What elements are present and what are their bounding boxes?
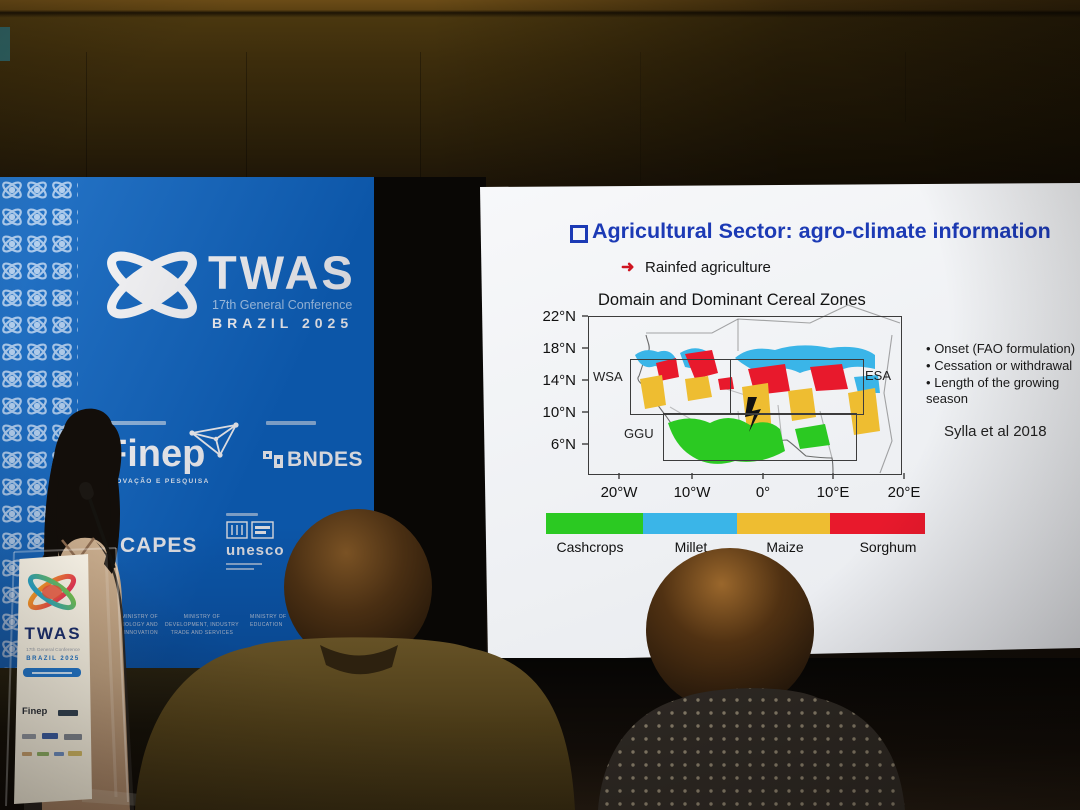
sponsor-tier-label-bar	[266, 421, 316, 425]
audience-man-1	[135, 509, 575, 810]
ministry-education: MINISTRY OF EDUCATION	[250, 613, 306, 629]
man1-jacket	[135, 637, 575, 810]
y-tick-14n: 14°N	[542, 372, 576, 389]
region-esa: ESA	[865, 368, 892, 383]
bullet-onset: • Onset (FAO formulation)	[926, 341, 1080, 357]
podium-sponsor-bar	[54, 752, 64, 756]
ministry-development: MINISTRY OF DEVELOPMENT, INDUSTRY TRADE …	[162, 613, 242, 637]
podium-sponsor-bar	[42, 733, 58, 739]
x-tick-10e: 10°E	[816, 484, 850, 501]
citation: Sylla et al 2018	[944, 423, 1047, 440]
bullet-length: • Length of the growing season	[926, 375, 1080, 407]
legend-label-maize: Maize	[766, 539, 804, 555]
podium-sponsor-bar	[22, 752, 32, 756]
x-tick-20w: 20°W	[600, 484, 638, 501]
podium-sponsor-bar	[68, 751, 82, 756]
podium-base	[82, 788, 140, 806]
legend-label-cashcrops: Cashcrops	[556, 539, 624, 555]
podium-twas-logo-icon	[27, 573, 77, 611]
legend-swatch-millet	[643, 513, 737, 534]
wall-shadow	[430, 0, 1080, 196]
man2-shirt-dots	[598, 688, 905, 810]
red-arrow-icon: ➜	[621, 259, 635, 276]
podium-sponsor-bar	[22, 734, 36, 739]
slide-subtitle: Rainfed agriculture	[645, 259, 771, 276]
sponsor-tier-label-bar	[108, 421, 166, 425]
ggu-box	[663, 413, 857, 461]
legend-swatch-sorghum	[830, 513, 925, 534]
map-title: Domain and Dominant Cereal Zones	[598, 291, 866, 309]
bullet-cessation: • Cessation or withdrawal	[926, 358, 1080, 374]
x-tick-10w: 10°W	[673, 484, 711, 501]
podium-twas-wordmark: TWAS	[24, 624, 82, 643]
man1-collar	[320, 645, 398, 675]
region-wsa: WSA	[593, 369, 623, 384]
legend-swatch-cashcrops	[546, 513, 643, 534]
podium-dates-band	[23, 668, 81, 677]
podium-acrylic	[5, 547, 140, 807]
region-ggu: GGU	[624, 426, 654, 441]
bndes-logo: BNDES	[287, 448, 363, 472]
x-tick-20e: 20°E	[887, 484, 921, 501]
cereal-zones-map	[582, 304, 905, 479]
unesco-tagline-bar	[226, 568, 254, 570]
y-tick-22n: 22°N	[542, 308, 576, 325]
podium-front-panel: TWAS 17th General Conference BRAZIL 2025…	[14, 554, 92, 804]
legend-label-millet: Millet	[674, 539, 708, 555]
bullet-length-text: Length of the growing season	[926, 375, 1060, 406]
bullet-dot-icon: •	[926, 358, 931, 373]
podium-conference-line: 17th General Conference	[26, 648, 80, 653]
legend-label-sorghum: Sorghum	[859, 539, 917, 555]
podium-sponsor-bar	[58, 710, 78, 716]
y-tick-18n: 18°N	[542, 340, 576, 357]
finep-triangle-icon	[189, 422, 239, 458]
exit-light	[0, 27, 10, 61]
organizers-label-bar	[226, 513, 258, 516]
finep-tagline: INOVAÇÃO E PESQUISA	[107, 478, 210, 485]
podium-sponsor-bar	[64, 734, 82, 740]
banner-edition-line: BRAZIL 2025	[212, 315, 353, 331]
bullet-dot-icon: •	[926, 341, 931, 356]
unesco-logo: unesco	[226, 542, 285, 559]
twas-logo-icon	[107, 251, 197, 319]
man1-head	[284, 509, 432, 665]
man2-head	[646, 548, 814, 712]
bndes-icon	[263, 451, 283, 468]
ministry-science: MINISTRY OF TECHNOLOGY AND INNOVATION	[96, 613, 158, 637]
projection-screen: Agricultural Sector: agro-climate inform…	[480, 183, 1080, 661]
podium-finep-logo: Finep	[22, 706, 48, 717]
wsa-esa-divider	[730, 359, 732, 413]
slide-title: Agricultural Sector: agro-climate inform…	[592, 219, 1051, 243]
cashcrop-zones	[668, 417, 830, 464]
microphone-icon	[79, 481, 116, 569]
unesco-tagline-bar	[226, 563, 262, 565]
legend-colorbar	[546, 513, 925, 534]
unesco-temple-icon	[226, 521, 274, 539]
banner-conference-line: 17th General Conference	[212, 298, 352, 312]
podium-dates-text-bar	[32, 671, 72, 674]
y-tick-10n: 10°N	[542, 404, 576, 421]
map-outer-frame	[588, 316, 902, 475]
podium: TWAS 17th General Conference BRAZIL 2025…	[2, 542, 144, 810]
y-tick-6n: 6°N	[550, 436, 576, 453]
capes-logo: CAPES	[120, 534, 197, 558]
podium-edition-line: BRAZIL 2025	[26, 656, 80, 662]
bullet-dot-icon: •	[926, 375, 931, 390]
bullet-onset-text: Onset (FAO formulation)	[934, 341, 1076, 356]
x-tick-0: 0°	[755, 484, 771, 501]
podium-sponsor-bar	[37, 752, 49, 756]
bullet-cessation-text: Cessation or withdrawal	[934, 358, 1073, 373]
wall-seam	[86, 52, 87, 182]
sahel-band-box	[630, 359, 864, 415]
banner-twas-wordmark: TWAS	[208, 245, 356, 300]
legend-swatch-maize	[737, 513, 830, 534]
wall-seam	[420, 52, 421, 182]
speaker-blazer-right	[96, 542, 134, 810]
title-square-bullet-icon	[570, 225, 588, 243]
wall-seam	[246, 52, 247, 182]
audience-man-2	[598, 548, 905, 810]
